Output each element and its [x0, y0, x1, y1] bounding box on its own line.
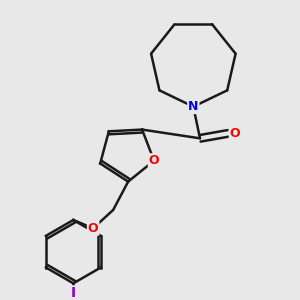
Text: I: I: [71, 286, 76, 300]
Text: O: O: [149, 154, 159, 167]
Text: O: O: [230, 127, 240, 140]
Text: N: N: [188, 100, 199, 113]
Text: O: O: [88, 222, 98, 235]
